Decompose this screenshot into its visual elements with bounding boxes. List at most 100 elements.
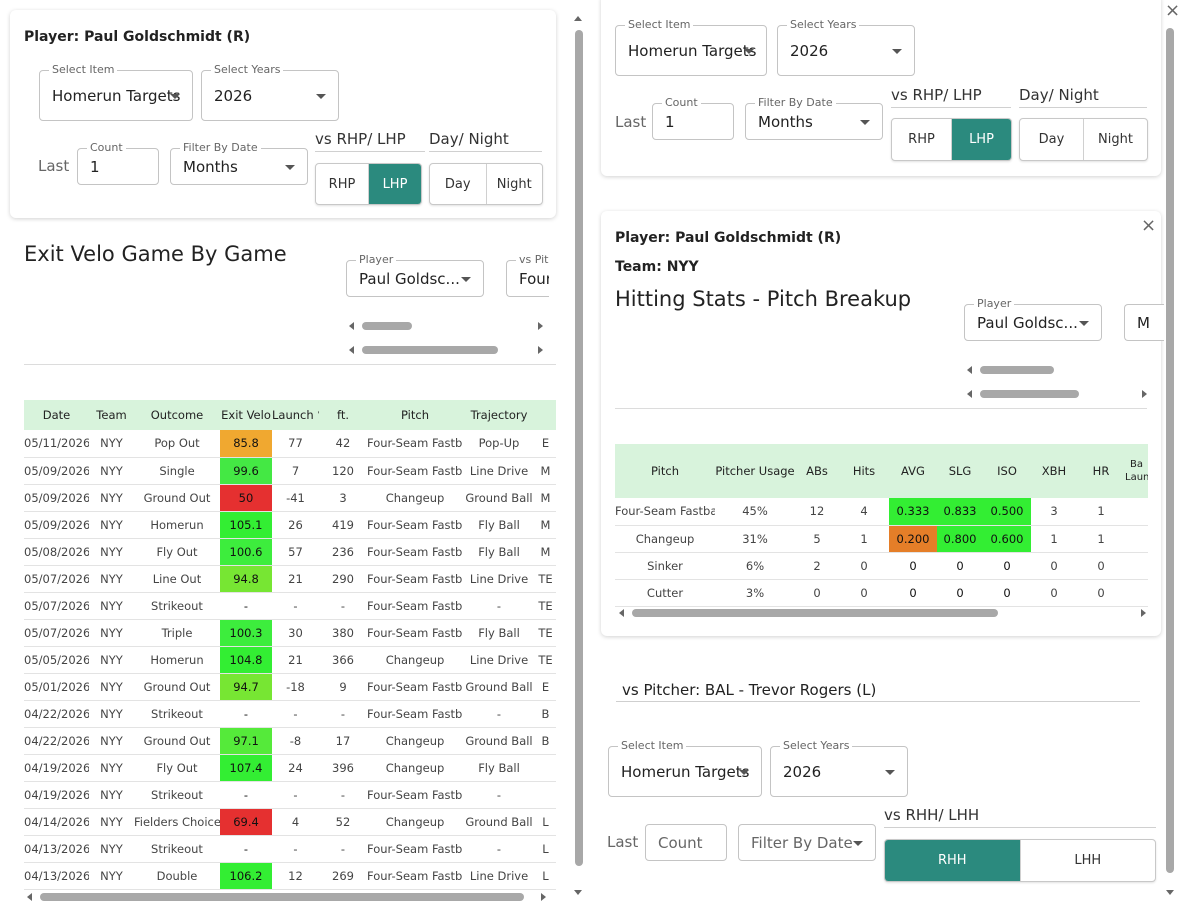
column-header[interactable]: Pitch (367, 400, 463, 430)
table-row[interactable]: Changeup 31% 5 1 0.200 0.800 0.600 1 1 (615, 525, 1148, 553)
table-row[interactable]: 05/05/2026 NYY Homerun 104.8 21 366 Changeup Li… (24, 646, 556, 674)
column-header[interactable] (535, 400, 556, 430)
column-header[interactable]: AVG (889, 444, 937, 498)
launch-angle-cell: - (272, 781, 319, 809)
filter-by-date-dropdown[interactable]: Filter By Date Months (745, 96, 883, 140)
scroll-right-icon[interactable] (538, 322, 543, 330)
pitch-cell: Four-Seam Fastball (367, 511, 463, 539)
column-header[interactable]: XBH (1031, 444, 1077, 498)
table-row[interactable]: 05/07/2026 NYY Strikeout - - - Four-Seam Fastb… (24, 592, 556, 620)
scroll-right-icon[interactable] (1142, 390, 1147, 398)
column-header[interactable]: Hits (839, 444, 889, 498)
scroll-right-icon[interactable] (541, 893, 546, 901)
column-header[interactable]: Trajectory (463, 400, 535, 430)
select-years-dropdown[interactable]: Select Years 2026 (770, 739, 908, 797)
column-header[interactable]: Exit Velo (220, 400, 272, 430)
table-row[interactable]: 05/09/2026 NYY Ground Out 50 -41 3 Changeup Gro… (24, 484, 556, 512)
table-row[interactable]: 04/13/2026 NYY Double 106.2 12 269 Four-Seam F… (24, 862, 556, 890)
night-button[interactable]: Night (496, 176, 532, 192)
table-scroll-thumb[interactable] (632, 609, 998, 617)
launch-angle-cell: - (272, 835, 319, 863)
scroll-down-icon[interactable] (1166, 890, 1174, 895)
column-header[interactable]: Pitcher Usage (715, 444, 795, 498)
column-header[interactable]: ISO (983, 444, 1031, 498)
scroll-left-icon[interactable] (967, 366, 972, 374)
table-row[interactable]: 05/07/2026 NYY Triple 100.3 30 380 Four-Seam F… (24, 619, 556, 647)
scroll-down-icon[interactable] (574, 890, 582, 895)
table-row[interactable]: 05/09/2026 NYY Homerun 105.1 26 419 Four-Seam … (24, 511, 556, 539)
scroll-right-icon[interactable] (538, 346, 543, 354)
table-row[interactable]: 05/11/2026 NYY Pop Out 85.8 77 42 Four-Seam Fa… (24, 430, 556, 458)
filter-by-date-dropdown[interactable]: Filter By Date (738, 824, 876, 861)
column-header[interactable]: ft. (319, 400, 367, 430)
table-row[interactable]: 05/07/2026 NYY Line Out 94.8 21 290 Four-Seam … (24, 565, 556, 593)
select-years-dropdown[interactable]: Select Years 2026 (201, 63, 339, 121)
rhh-button[interactable]: RHH (885, 840, 1021, 881)
filter-scroll-thumb[interactable] (980, 390, 1079, 398)
lhh-button[interactable]: LHH (1074, 853, 1102, 868)
avg-cell: 0 (889, 552, 937, 580)
day-button[interactable]: Day (1020, 119, 1084, 160)
select-years-dropdown[interactable]: Select Years 2026 (777, 18, 915, 76)
column-header[interactable]: Launch ° (272, 400, 319, 430)
night-button[interactable]: Night (1098, 132, 1133, 147)
column-header[interactable]: Pitch (615, 444, 715, 498)
scroll-left-icon[interactable] (349, 322, 354, 330)
filter-scroll-thumb[interactable] (362, 322, 412, 330)
column-header[interactable]: SLG (937, 444, 983, 498)
lhp-button[interactable]: LHP (952, 119, 1011, 160)
table-row[interactable]: 04/22/2026 NYY Strikeout - - - Four-Seam Fastb… (24, 700, 556, 728)
outcome-cell: Strikeout (134, 700, 220, 728)
count-input[interactable]: Count (645, 824, 727, 861)
column-header[interactable]: Team (89, 400, 134, 430)
filter-scroll-thumb[interactable] (980, 366, 1054, 374)
pitcher-usage-cell: 6% (715, 552, 795, 580)
table-row[interactable]: 04/19/2026 NYY Fly Out 107.4 24 396 Changeup Fl… (24, 754, 556, 782)
table-row[interactable]: 05/01/2026 NYY Ground Out 94.7 -18 9 Four-Seam… (24, 673, 556, 701)
pitch-cell: Changeup (367, 754, 463, 782)
column-header[interactable]: Ba Laun (1125, 444, 1148, 498)
exit-velo-cell: - (220, 781, 272, 809)
table-row[interactable]: 04/13/2026 NYY Strikeout - - - Four-Seam Fastb… (24, 835, 556, 863)
rhp-button[interactable]: RHP (892, 119, 952, 160)
select-item-value: Homerun Targets (621, 762, 750, 781)
right-panel-scroll-thumb[interactable] (1166, 28, 1174, 873)
scroll-up-icon[interactable] (574, 16, 582, 21)
day-button[interactable]: Day (430, 164, 487, 204)
iso-cell: 0 (983, 579, 1031, 607)
table-row[interactable]: 04/19/2026 NYY Strikeout - - - Four-Seam Fastb… (24, 781, 556, 809)
scroll-left-icon[interactable] (27, 893, 32, 901)
lhp-button[interactable]: LHP (369, 164, 421, 204)
table-row[interactable]: Cutter 3% 0 0 0 0 0 0 0 (615, 579, 1148, 607)
second-filter-dropdown[interactable]: M (1124, 304, 1164, 341)
scroll-left-icon[interactable] (967, 390, 972, 398)
select-item-dropdown[interactable]: Select Item Homerun Targets (615, 18, 767, 76)
scroll-right-icon[interactable] (1141, 609, 1146, 617)
scroll-left-icon[interactable] (349, 346, 354, 354)
player-dropdown[interactable]: Player Paul Goldsc... (346, 253, 484, 297)
select-item-dropdown[interactable]: Select Item Homerun Targets (608, 739, 762, 797)
table-row[interactable]: Four-Seam Fastball 45% 12 4 0.333 0.833 0.500 3… (615, 498, 1148, 526)
trajectory-cell: Fly Ball (463, 538, 535, 566)
count-input[interactable]: Count 1 (652, 96, 734, 140)
player-dropdown[interactable]: Player Paul Goldsc... (964, 297, 1102, 341)
table-row[interactable]: 04/22/2026 NYY Ground Out 97.1 -8 17 Changeup G… (24, 727, 556, 755)
filter-by-date-dropdown[interactable]: Filter By Date Months (170, 141, 308, 185)
table-row[interactable]: 04/14/2026 NYY Fielders Choice 69.4 4 52 Chang… (24, 808, 556, 836)
column-header[interactable]: ABs (795, 444, 839, 498)
close-icon[interactable]: × (1141, 215, 1157, 236)
scroll-left-icon[interactable] (619, 609, 624, 617)
rhp-button[interactable]: RHP (316, 164, 369, 204)
column-header[interactable]: Outcome (134, 400, 220, 430)
column-header[interactable]: HR (1077, 444, 1125, 498)
column-header[interactable]: Date (24, 400, 89, 430)
table-row[interactable]: Sinker 6% 2 0 0 0 0 0 0 (615, 552, 1148, 580)
left-panel-scroll-thumb[interactable] (575, 30, 583, 866)
table-scroll-thumb[interactable] (40, 893, 524, 901)
select-item-dropdown[interactable]: Select Item Homerun Targets (39, 63, 193, 121)
filter-scroll-thumb[interactable] (362, 346, 498, 354)
close-icon[interactable]: × (1165, 0, 1181, 21)
table-row[interactable]: 05/09/2026 NYY Single 99.6 7 120 Four-Seam Fas… (24, 457, 556, 485)
table-row[interactable]: 05/08/2026 NYY Fly Out 100.6 57 236 Four-Seam … (24, 538, 556, 566)
count-input[interactable]: Count 1 (77, 141, 159, 185)
